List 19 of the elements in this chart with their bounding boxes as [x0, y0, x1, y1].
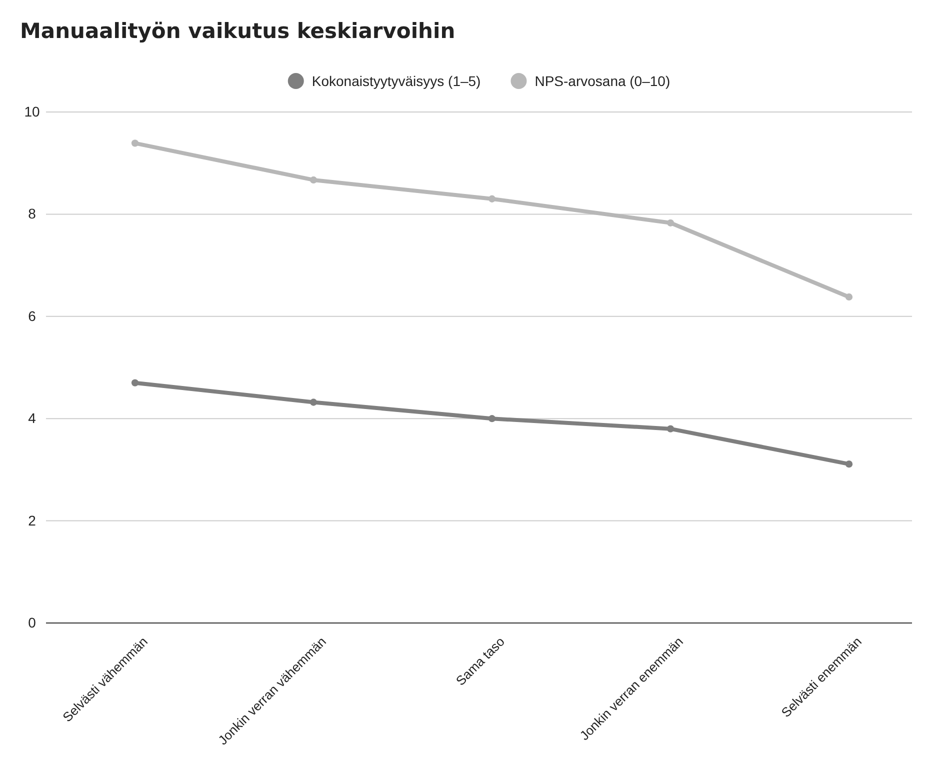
- point: [488, 415, 496, 422]
- chart-title: Manuaalityön vaikutus keskiarvoihin: [20, 19, 456, 43]
- point: [488, 195, 496, 202]
- y-tick-label: 8: [28, 206, 36, 222]
- point: [845, 460, 853, 468]
- point: [310, 398, 318, 406]
- point: [131, 140, 139, 147]
- y-tick-label: 2: [28, 512, 36, 528]
- y-tick-label: 0: [28, 614, 36, 630]
- point: [310, 176, 318, 184]
- y-tick-label: 6: [28, 308, 36, 324]
- y-tick-label: 4: [28, 410, 36, 426]
- point: [845, 293, 853, 301]
- point: [131, 379, 139, 386]
- legend-label: Kokonaistyytyväisyys (1–5): [312, 73, 481, 89]
- y-tick-label: 10: [24, 103, 40, 120]
- point: [666, 425, 674, 432]
- point: [666, 219, 674, 226]
- legend-label: NPS-arvosana (0–10): [534, 73, 670, 89]
